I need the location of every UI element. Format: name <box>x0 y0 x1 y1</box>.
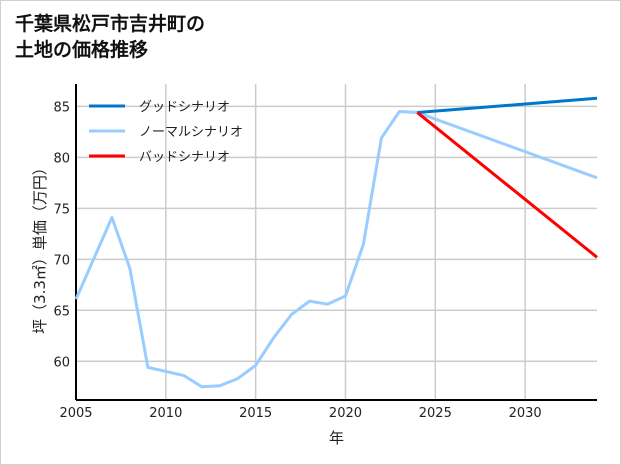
series-line-2 <box>416 111 598 259</box>
legend-label: バッドシナリオ <box>139 150 230 165</box>
y-tick-label: 65 <box>53 304 70 319</box>
x-tick-label: 2005 <box>59 406 92 421</box>
x-tick-label: 2030 <box>509 406 542 421</box>
legend-label: グッドシナリオ <box>139 100 230 115</box>
y-tick-label: 60 <box>53 355 70 370</box>
x-tick-label: 2025 <box>419 406 452 421</box>
y-tick-label: 80 <box>53 151 70 166</box>
x-axis-label: 年 <box>329 429 344 447</box>
y-axis-label: 坪（3.3㎡）単価（万円） <box>31 160 49 334</box>
x-tick-label: 2020 <box>329 406 362 421</box>
chart-title: 千葉県松戸市吉井町の 土地の価格推移 <box>15 13 206 61</box>
y-tick-label: 85 <box>53 100 70 115</box>
x-tick-label: 2010 <box>149 406 182 421</box>
series-line-0 <box>417 96 598 115</box>
series-line-1 <box>74 110 598 389</box>
y-tick-label: 70 <box>53 253 70 268</box>
x-tick-label: 2015 <box>239 406 272 421</box>
y-tick-label: 75 <box>53 202 70 217</box>
legend-label: ノーマルシナリオ <box>139 125 243 140</box>
